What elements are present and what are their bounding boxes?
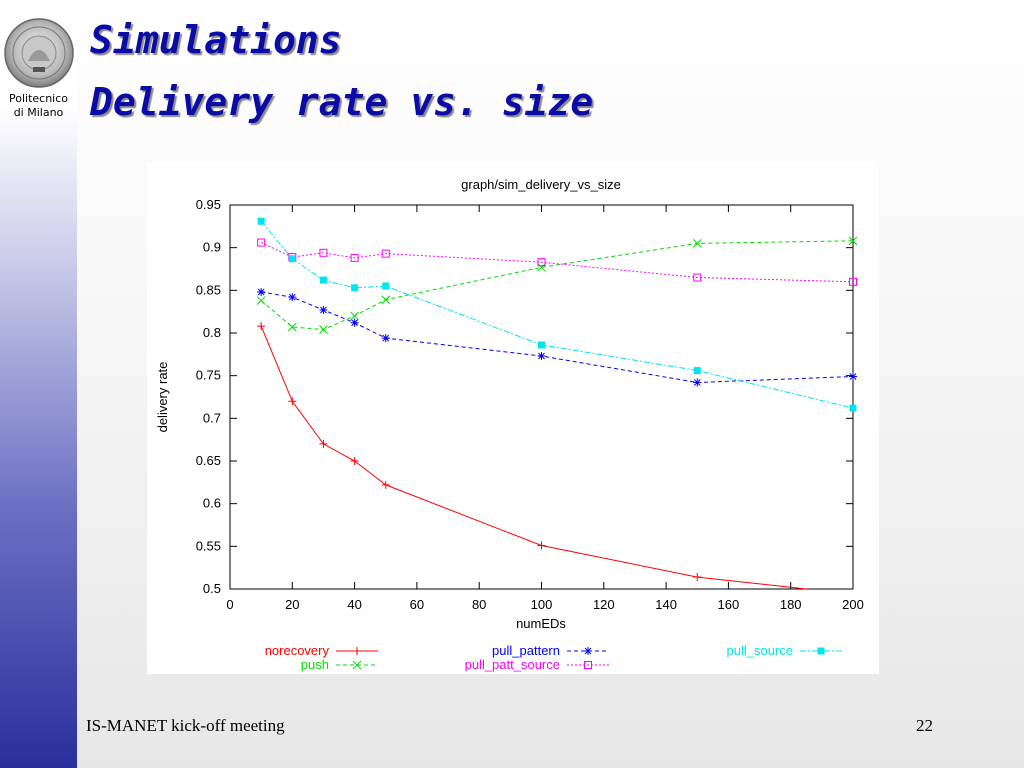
- data-point-pull_pattern: [849, 372, 857, 381]
- y-tick-label: 0.8: [203, 325, 221, 340]
- data-point-pull_source: [849, 404, 857, 412]
- legend-marker-swatch: [584, 661, 592, 669]
- x-tick-label: 200: [842, 597, 864, 612]
- data-point-pull_patt_source: [381, 249, 390, 258]
- data-point-pull_source: [288, 255, 296, 263]
- data-point-pull_source: [319, 276, 327, 284]
- series-line-pull_pattern: [261, 291, 854, 384]
- legend-entry-pull_pattern: pull_pattern: [492, 643, 609, 658]
- series-norecovery: [257, 322, 807, 590]
- data-point-pull_patt_source: [537, 258, 546, 267]
- data-point-pull_pattern: [288, 293, 297, 302]
- data-point-pull_patt_source: [693, 273, 702, 282]
- sidebar-strip: Politecnico di Milano: [0, 0, 77, 768]
- y-tick-label: 0.65: [196, 453, 221, 468]
- legend-label: pull_patt_source: [465, 657, 560, 672]
- data-point-push: [692, 239, 702, 248]
- page-number: 22: [916, 716, 933, 735]
- data-point-norecovery: [537, 541, 546, 550]
- x-tick-label: 180: [780, 597, 802, 612]
- data-point-norecovery: [319, 439, 328, 448]
- series-pull_patt_source: [257, 238, 857, 286]
- series-line-push: [260, 240, 854, 331]
- legend-entry-norecovery: norecovery: [265, 643, 378, 658]
- y-axis-label: delivery rate: [155, 362, 170, 433]
- data-point-pull_pattern: [381, 334, 390, 343]
- y-tick-label: 0.55: [196, 538, 221, 553]
- institution-line-1: Politecnico: [8, 92, 69, 105]
- data-point-pull_source: [693, 367, 701, 375]
- series-line-pull_patt_source: [260, 242, 854, 283]
- institution-name: Politecnico di Milano: [0, 92, 77, 120]
- x-tick-label: 140: [655, 597, 677, 612]
- y-tick-label: 0.95: [196, 197, 221, 212]
- legend-label: push: [301, 657, 329, 672]
- slide-title-line-1: Simulations: [90, 18, 342, 62]
- x-tick-label: 100: [531, 597, 553, 612]
- legend-marker-swatch: [352, 660, 362, 670]
- data-point-push: [537, 262, 546, 272]
- legend-marker-swatch: [817, 647, 825, 655]
- legend-label: pull_source: [727, 643, 794, 658]
- y-tick-label: 0.9: [203, 240, 221, 255]
- data-point-push: [287, 322, 297, 332]
- legend-label: pull_pattern: [492, 643, 560, 658]
- legend-marker-swatch: [584, 647, 592, 655]
- data-point-pull_patt_source: [319, 248, 328, 257]
- data-point-pull_source: [538, 341, 545, 349]
- data-point-pull_source: [257, 217, 265, 225]
- y-tick-label: 0.75: [196, 368, 221, 383]
- chart-title: graph/sim_delivery_vs_size: [461, 177, 621, 192]
- data-point-pull_pattern: [257, 288, 266, 297]
- y-tick-label: 0.85: [196, 282, 221, 297]
- delivery-rate-chart: graph/sim_delivery_vs_size 0.5 0.55 0.6 0.6…: [155, 177, 864, 672]
- data-point-norecovery: [350, 457, 359, 465]
- data-point-pull_source: [382, 282, 390, 290]
- legend-marker-swatch: [353, 647, 361, 655]
- x-tick-label: 20: [285, 597, 299, 612]
- data-point-pull_patt_source: [849, 277, 857, 286]
- series-line-pull_source: [260, 220, 854, 409]
- legend-entry-pull_source: pull_source: [727, 643, 842, 658]
- data-point-pull_pattern: [693, 378, 702, 387]
- footer-meeting-name: IS-MANET kick-off meeting: [86, 716, 285, 735]
- data-point-push: [319, 325, 328, 334]
- university-seal-logo: [4, 18, 74, 88]
- y-tick-label: 0.6: [203, 496, 221, 511]
- series-line-norecovery: [260, 326, 807, 590]
- slide-title-line-2: Delivery rate vs. size: [90, 80, 594, 124]
- data-point-push: [848, 236, 858, 246]
- data-point-pull_pattern: [319, 305, 328, 314]
- data-point-pull_patt_source: [257, 238, 266, 247]
- chart-panel: graph/sim_delivery_vs_size 0.5 0.55 0.6 0.6…: [147, 162, 879, 674]
- x-tick-label: 60: [410, 597, 424, 612]
- data-point-norecovery: [381, 480, 390, 489]
- series-pull_pattern: [257, 288, 857, 387]
- x-tick-label: 40: [347, 597, 361, 612]
- data-point-pull_pattern: [537, 352, 546, 361]
- x-tick-label: 0: [226, 597, 233, 612]
- data-point-pull_source: [351, 284, 359, 292]
- data-point-norecovery: [257, 322, 266, 331]
- series-push: [256, 236, 858, 334]
- data-point-pull_patt_source: [350, 253, 359, 262]
- data-point-norecovery: [288, 397, 297, 406]
- x-tick-label: 160: [718, 597, 740, 612]
- data-point-push: [350, 311, 359, 321]
- y-tick-label: 0.7: [203, 410, 221, 425]
- legend-entry-pull_patt_source: pull_patt_source: [465, 657, 609, 672]
- data-point-push: [381, 295, 391, 305]
- data-point-norecovery: [693, 573, 702, 582]
- x-tick-label: 80: [472, 597, 486, 612]
- institution-line-2: di Milano: [13, 106, 64, 119]
- series-pull_source: [257, 217, 857, 412]
- legend-label: norecovery: [265, 643, 330, 658]
- data-point-pull_pattern: [350, 318, 359, 327]
- x-axis-label: numEDs: [516, 616, 566, 631]
- y-tick-label: 0.5: [203, 581, 221, 596]
- x-tick-label: 120: [593, 597, 615, 612]
- data-point-push: [256, 296, 266, 305]
- legend-entry-push: push: [301, 657, 378, 672]
